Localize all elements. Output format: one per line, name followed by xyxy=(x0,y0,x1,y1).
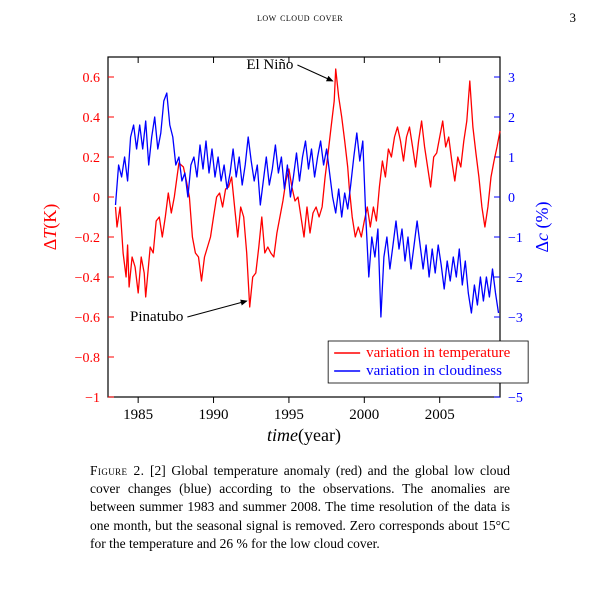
svg-text:−0.8: −0.8 xyxy=(75,351,100,366)
chart-svg: 1985 1990 1995 2000 2005 time(year) −1 −0.8 −0.6… xyxy=(30,43,570,448)
svg-text:0.2: 0.2 xyxy=(83,151,101,166)
svg-text:1995: 1995 xyxy=(274,407,304,423)
svg-text:−0.6: −0.6 xyxy=(75,311,100,326)
svg-text:1: 1 xyxy=(508,151,515,166)
svg-text:1985: 1985 xyxy=(123,407,153,423)
svg-text:3: 3 xyxy=(508,71,515,86)
svg-text:1990: 1990 xyxy=(199,407,229,423)
svg-text:−5: −5 xyxy=(508,391,523,406)
figure-caption: Figure 2. [2] Global temperature anomaly… xyxy=(90,462,510,553)
svg-text:El Niño: El Niño xyxy=(246,57,293,73)
svg-text:ΔT(K): ΔT(K) xyxy=(40,204,61,251)
caption-ref: [2] xyxy=(150,463,166,478)
svg-text:0: 0 xyxy=(93,191,100,206)
svg-text:−3: −3 xyxy=(508,311,523,326)
svg-text:Pinatubo: Pinatubo xyxy=(130,309,183,325)
svg-text:0: 0 xyxy=(508,191,515,206)
svg-text:0.6: 0.6 xyxy=(83,71,101,86)
svg-text:−1: −1 xyxy=(85,391,100,406)
svg-text:−0.4: −0.4 xyxy=(75,271,100,286)
svg-text:variation in cloudiness: variation in cloudiness xyxy=(366,363,502,379)
svg-text:2000: 2000 xyxy=(349,407,379,423)
svg-text:−1: −1 xyxy=(508,231,523,246)
svg-text:time(year): time(year) xyxy=(267,425,341,446)
svg-text:Δc (%): Δc (%) xyxy=(532,201,553,252)
svg-text:−0.2: −0.2 xyxy=(75,231,100,246)
page: low cloud cover 3 1985 1990 1995 2000 2005 ti… xyxy=(0,0,600,606)
svg-text:variation in temperature: variation in temperature xyxy=(366,345,510,361)
dual-axis-chart: 1985 1990 1995 2000 2005 time(year) −1 −0.8 −0.6… xyxy=(30,43,570,448)
svg-text:0.4: 0.4 xyxy=(83,111,101,126)
svg-text:−2: −2 xyxy=(508,271,523,286)
page-number: 3 xyxy=(570,10,577,26)
caption-label: Figure 2. xyxy=(90,463,144,478)
running-title: low cloud cover xyxy=(28,0,572,25)
svg-text:2005: 2005 xyxy=(425,407,455,423)
svg-text:2: 2 xyxy=(508,111,515,126)
